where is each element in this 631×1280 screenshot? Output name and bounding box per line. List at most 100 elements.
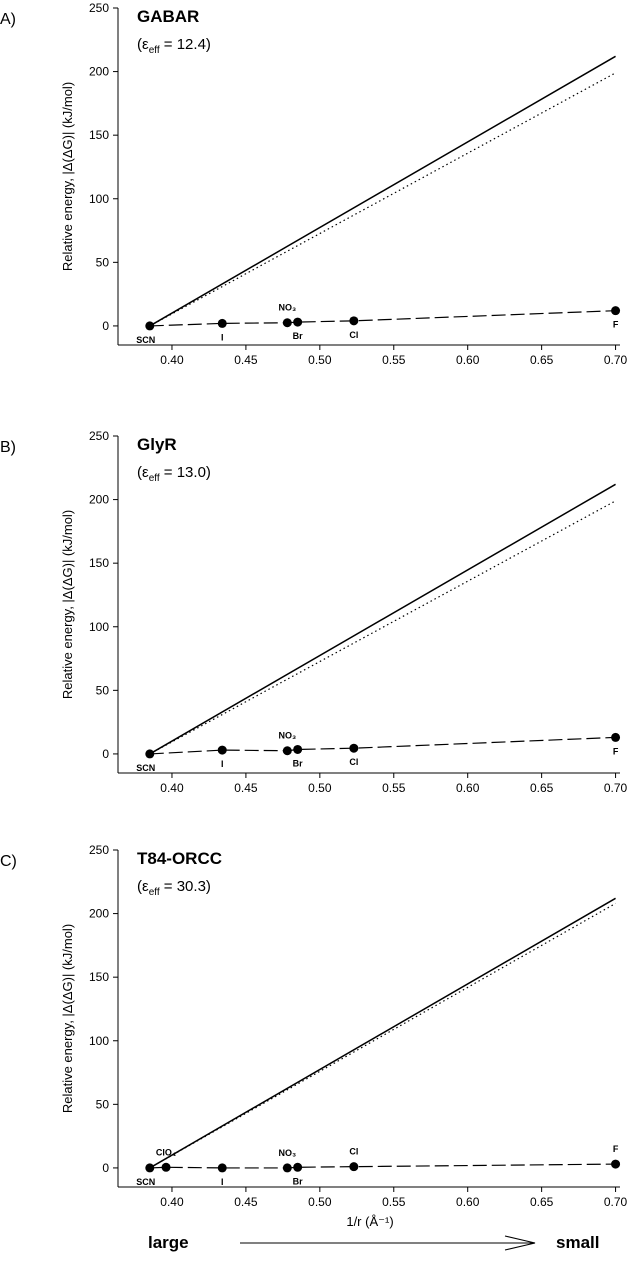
point-label: SCN	[136, 1177, 155, 1187]
data-point	[282, 318, 292, 328]
x-tick-label: 0.70	[604, 781, 628, 795]
x-tick-label: 0.60	[456, 1195, 480, 1209]
point-label: Cl	[349, 757, 358, 767]
point-label: NO₃	[278, 1148, 296, 1158]
chart-subtitle: (εeff = 30.3)	[137, 878, 211, 898]
subtitle-open: (ε	[137, 464, 149, 481]
x-tick-label: 0.55	[382, 353, 406, 367]
point-label: I	[221, 1177, 224, 1187]
y-tick-label: 50	[96, 1097, 110, 1111]
series-line	[149, 897, 616, 1169]
y-tick-label: 100	[89, 1034, 109, 1048]
data-point	[293, 744, 303, 754]
point-label: Br	[293, 758, 303, 768]
y-axis-label: Relative energy, |Δ(ΔG)| (kJ/mol)	[60, 924, 75, 1113]
x-tick-label: 0.60	[456, 781, 480, 795]
data-point	[349, 316, 359, 326]
data-point	[349, 1162, 359, 1172]
arrow-head	[504, 1235, 536, 1251]
x-tick-label: 0.50	[308, 353, 332, 367]
x-tick-label: 0.55	[382, 1195, 406, 1209]
series-line	[149, 500, 616, 755]
y-tick-label: 100	[89, 620, 109, 634]
y-axis-label: Relative energy, |Δ(ΔG)| (kJ/mol)	[60, 510, 75, 699]
data-point	[282, 1163, 292, 1173]
point-label: I	[221, 759, 224, 769]
y-tick-label: 150	[89, 556, 109, 570]
chart-title: GlyR	[137, 435, 177, 454]
point-label: SCN	[136, 335, 155, 345]
series-line	[149, 55, 616, 327]
data-point	[611, 1159, 621, 1169]
chart-title: GABAR	[137, 7, 199, 26]
y-tick-label: 250	[89, 429, 109, 443]
x-tick-label: 0.70	[604, 353, 628, 367]
x-axis-label: 1/r (Å⁻¹)	[346, 1214, 393, 1229]
x-tick-label: 0.65	[530, 1195, 554, 1209]
x-tick-label: 0.40	[160, 353, 184, 367]
series-line	[149, 483, 616, 755]
x-tick-label: 0.40	[160, 781, 184, 795]
subtitle-rest: = 13.0)	[160, 464, 211, 481]
subtitle-sub: eff	[149, 473, 160, 484]
data-point	[282, 746, 292, 756]
point-label: Cl	[349, 330, 358, 340]
size-left: large	[148, 1233, 189, 1252]
y-tick-label: 50	[96, 683, 110, 697]
data-point	[145, 321, 155, 331]
x-tick-label: 0.45	[234, 1195, 258, 1209]
data-point	[217, 745, 227, 755]
y-tick-label: 0	[102, 747, 109, 761]
data-point	[293, 1162, 303, 1172]
x-tick-label: 0.55	[382, 781, 406, 795]
data-point	[145, 749, 155, 759]
subtitle-open: (ε	[137, 878, 149, 895]
data-point	[145, 1163, 155, 1173]
data-point	[611, 732, 621, 742]
subtitle-rest: = 30.3)	[160, 878, 211, 895]
point-label: Br	[293, 1176, 303, 1186]
panel: 0 50 100 150 200 250 0.40 0.45 0.50 0.55 0.60 0.65 0…	[0, 1, 628, 367]
y-tick-label: 250	[89, 843, 109, 857]
subtitle-sub: eff	[149, 45, 160, 56]
panel: 0 50 100 150 200 250 0.40 0.45 0.50 0.55 0.60 0.65 0…	[0, 843, 628, 1209]
data-point	[293, 317, 303, 327]
x-tick-label: 0.60	[456, 353, 480, 367]
y-axis-label: Relative energy, |Δ(ΔG)| (kJ/mol)	[60, 82, 75, 271]
point-label: NO₃	[278, 303, 296, 313]
series-line	[149, 736, 616, 755]
data-point	[611, 306, 621, 316]
y-tick-label: 50	[96, 255, 110, 269]
point-label: SCN	[136, 763, 155, 773]
subtitle-open: (ε	[137, 36, 149, 53]
y-tick-label: 200	[89, 65, 109, 79]
point-label: F	[613, 746, 619, 756]
point-label: F	[613, 1144, 619, 1154]
point-label: Cl	[349, 1147, 358, 1157]
series-line	[149, 72, 616, 327]
y-tick-label: 0	[102, 1161, 109, 1175]
data-point	[161, 1162, 171, 1172]
x-tick-label: 0.45	[234, 353, 258, 367]
x-tick-label: 0.50	[308, 781, 332, 795]
point-label: F	[613, 320, 619, 330]
y-tick-label: 150	[89, 970, 109, 984]
y-tick-label: 0	[102, 319, 109, 333]
panel-label: A)	[0, 11, 16, 28]
point-label: ClO₄	[156, 1147, 176, 1157]
y-tick-label: 250	[89, 1, 109, 15]
x-tick-label: 0.65	[530, 781, 554, 795]
y-tick-label: 200	[89, 907, 109, 921]
chart-title: T84-ORCC	[137, 849, 222, 868]
data-point	[349, 743, 359, 753]
chart-subtitle: (εeff = 13.0)	[137, 464, 211, 484]
panel-label: C)	[0, 853, 17, 870]
size-right: small	[556, 1233, 599, 1252]
x-tick-label: 0.45	[234, 781, 258, 795]
point-label: Br	[293, 331, 303, 341]
series-line	[149, 902, 616, 1169]
x-tick-label: 0.50	[308, 1195, 332, 1209]
panel-label: B)	[0, 439, 16, 456]
subtitle-sub: eff	[149, 887, 160, 898]
y-tick-label: 200	[89, 493, 109, 507]
